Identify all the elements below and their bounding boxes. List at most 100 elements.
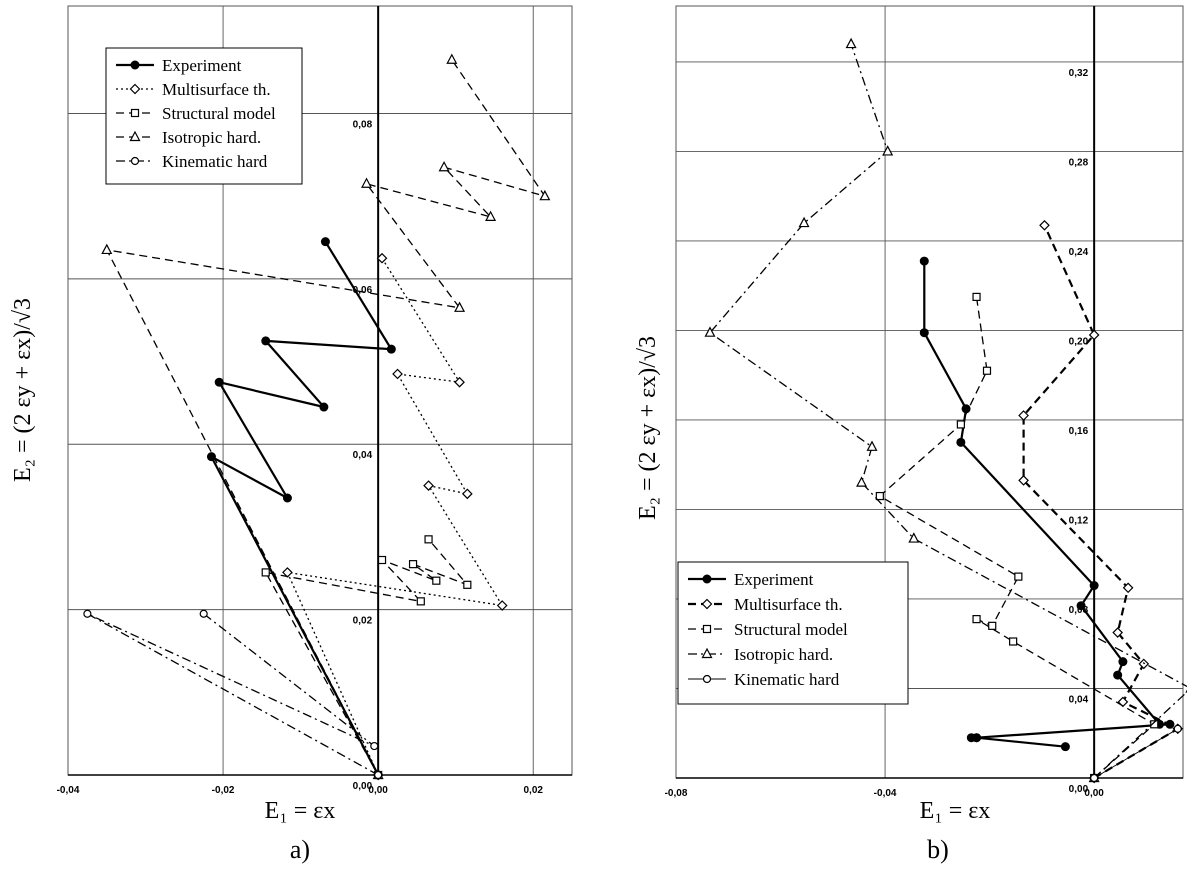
y-tick-label: 0,02 — [353, 616, 373, 627]
marker-dot — [1076, 601, 1086, 611]
x-tick-label: -0,04 — [874, 788, 897, 799]
marker-diamond — [454, 376, 465, 388]
y-tick-label: 0,28 — [1069, 157, 1089, 168]
marker-triangle — [704, 326, 716, 337]
marker-circle — [199, 609, 208, 618]
y-tick-label: 0,08 — [353, 119, 373, 130]
marker-diamond — [1122, 582, 1134, 594]
marker-triangle — [361, 177, 373, 188]
marker-square — [424, 535, 433, 544]
marker-square — [416, 597, 425, 606]
x-axis-label: E₁ = εx — [920, 798, 991, 824]
marker-dot — [130, 60, 140, 70]
y-tick-label: 0,04 — [1069, 694, 1089, 705]
y-tick-label: 0,32 — [1069, 68, 1089, 79]
marker-square — [463, 580, 472, 589]
series-line — [265, 538, 468, 776]
marker-triangle — [129, 130, 141, 142]
y-tick-label: 0,24 — [1069, 247, 1089, 258]
marker-dot — [972, 733, 982, 743]
marker-diamond — [1138, 658, 1150, 670]
marker-dot — [1089, 581, 1099, 591]
marker-square — [702, 624, 712, 634]
marker-square — [377, 555, 387, 565]
chart-panel-a: 0,00 0,02 0,04 0,06 0,08 -0,04 -0,02 0,00 0,02 Ex… — [10, 5, 573, 824]
marker-dot — [919, 328, 929, 338]
marker-dot — [919, 256, 929, 266]
marker-diamond — [1018, 475, 1029, 486]
marker-square — [875, 491, 884, 501]
marker-diamond — [129, 83, 141, 95]
marker-dot — [386, 344, 396, 354]
marker-dot — [961, 404, 971, 414]
marker-dot — [956, 437, 966, 447]
marker-triangle — [539, 189, 551, 201]
legend-label: Kinematic hard — [734, 670, 840, 689]
legend: Experiment Multisurface th. Structural mod… — [677, 561, 909, 705]
marker-square — [982, 366, 992, 375]
panel-caption-b: b) — [927, 835, 949, 864]
panel-caption-a: a) — [290, 835, 310, 864]
legend-box — [677, 561, 909, 705]
chart-panel-b: 0,00 0,04 0,08 0,12 0,16 0,20 0,24 0,28 0,32 -0,0… — [635, 5, 1187, 824]
marker-triangle — [485, 210, 497, 221]
series-line — [1093, 728, 1179, 779]
series-line — [1022, 224, 1179, 779]
marker-dot — [282, 493, 292, 503]
marker-diamond — [461, 488, 473, 500]
y-tick-label: 0,04 — [353, 450, 373, 461]
legend-label: Multisurface th. — [734, 595, 843, 614]
y-tick-label: 0,16 — [1069, 426, 1089, 437]
y-axis-label: E₂ = (2 εy + εx)/√3 — [10, 298, 36, 482]
legend-label: Kinematic hard — [162, 152, 268, 171]
marker-dot — [1060, 742, 1070, 752]
series-line — [210, 241, 393, 776]
marker-square — [1009, 637, 1018, 646]
series-isotropic-hard — [704, 37, 1187, 783]
marker-dot — [702, 574, 712, 584]
marker-triangle — [454, 301, 466, 312]
legend-label: Experiment — [162, 56, 242, 75]
marker-square — [408, 560, 418, 569]
series-line — [879, 296, 1155, 779]
marker-diamond — [701, 598, 713, 610]
y-tick-label: 0,08 — [1069, 605, 1089, 616]
series-structural-model — [875, 292, 1159, 783]
marker-dot — [214, 377, 224, 387]
marker-triangle — [866, 440, 878, 451]
marker-triangle — [882, 145, 894, 156]
marker-circle — [1173, 724, 1182, 733]
marker-triangle — [856, 476, 868, 487]
marker-diamond — [1039, 219, 1050, 231]
marker-triangle — [845, 37, 857, 49]
marker-square — [972, 615, 981, 624]
x-tick-label: 0,00 — [368, 785, 388, 796]
y-tick-label: 0,00 — [353, 781, 373, 792]
marker-diamond — [1112, 627, 1124, 638]
legend-label: Structural model — [162, 104, 276, 123]
x-tick-label: -0,02 — [212, 785, 235, 796]
series-line — [286, 257, 503, 776]
marker-triangle — [798, 216, 810, 228]
series-experiment — [206, 237, 396, 780]
series-kinematic-hard — [83, 609, 383, 780]
marker-circle — [702, 674, 712, 684]
marker-diamond — [392, 368, 403, 380]
marker-square — [956, 420, 965, 429]
marker-triangle — [446, 53, 458, 64]
marker-square — [1014, 572, 1023, 581]
series-line — [106, 59, 546, 776]
legend-label: Structural model — [734, 620, 848, 639]
x-axis-label: E₁ = εx — [265, 798, 336, 824]
x-tick-label: -0,08 — [665, 788, 688, 799]
legend-label: Multisurface th. — [162, 80, 271, 99]
y-axis-label: E₂ = (2 εy + εx)/√3 — [635, 336, 661, 520]
x-tick-label: 0,02 — [523, 785, 543, 796]
series-kinematic-hard — [1090, 724, 1182, 783]
series-line — [709, 43, 1187, 779]
legend-label: Isotropic hard. — [734, 645, 833, 664]
marker-triangle — [101, 243, 113, 255]
marker-dot — [206, 452, 216, 462]
marker-circle — [1090, 773, 1099, 783]
marker-circle — [370, 741, 379, 751]
